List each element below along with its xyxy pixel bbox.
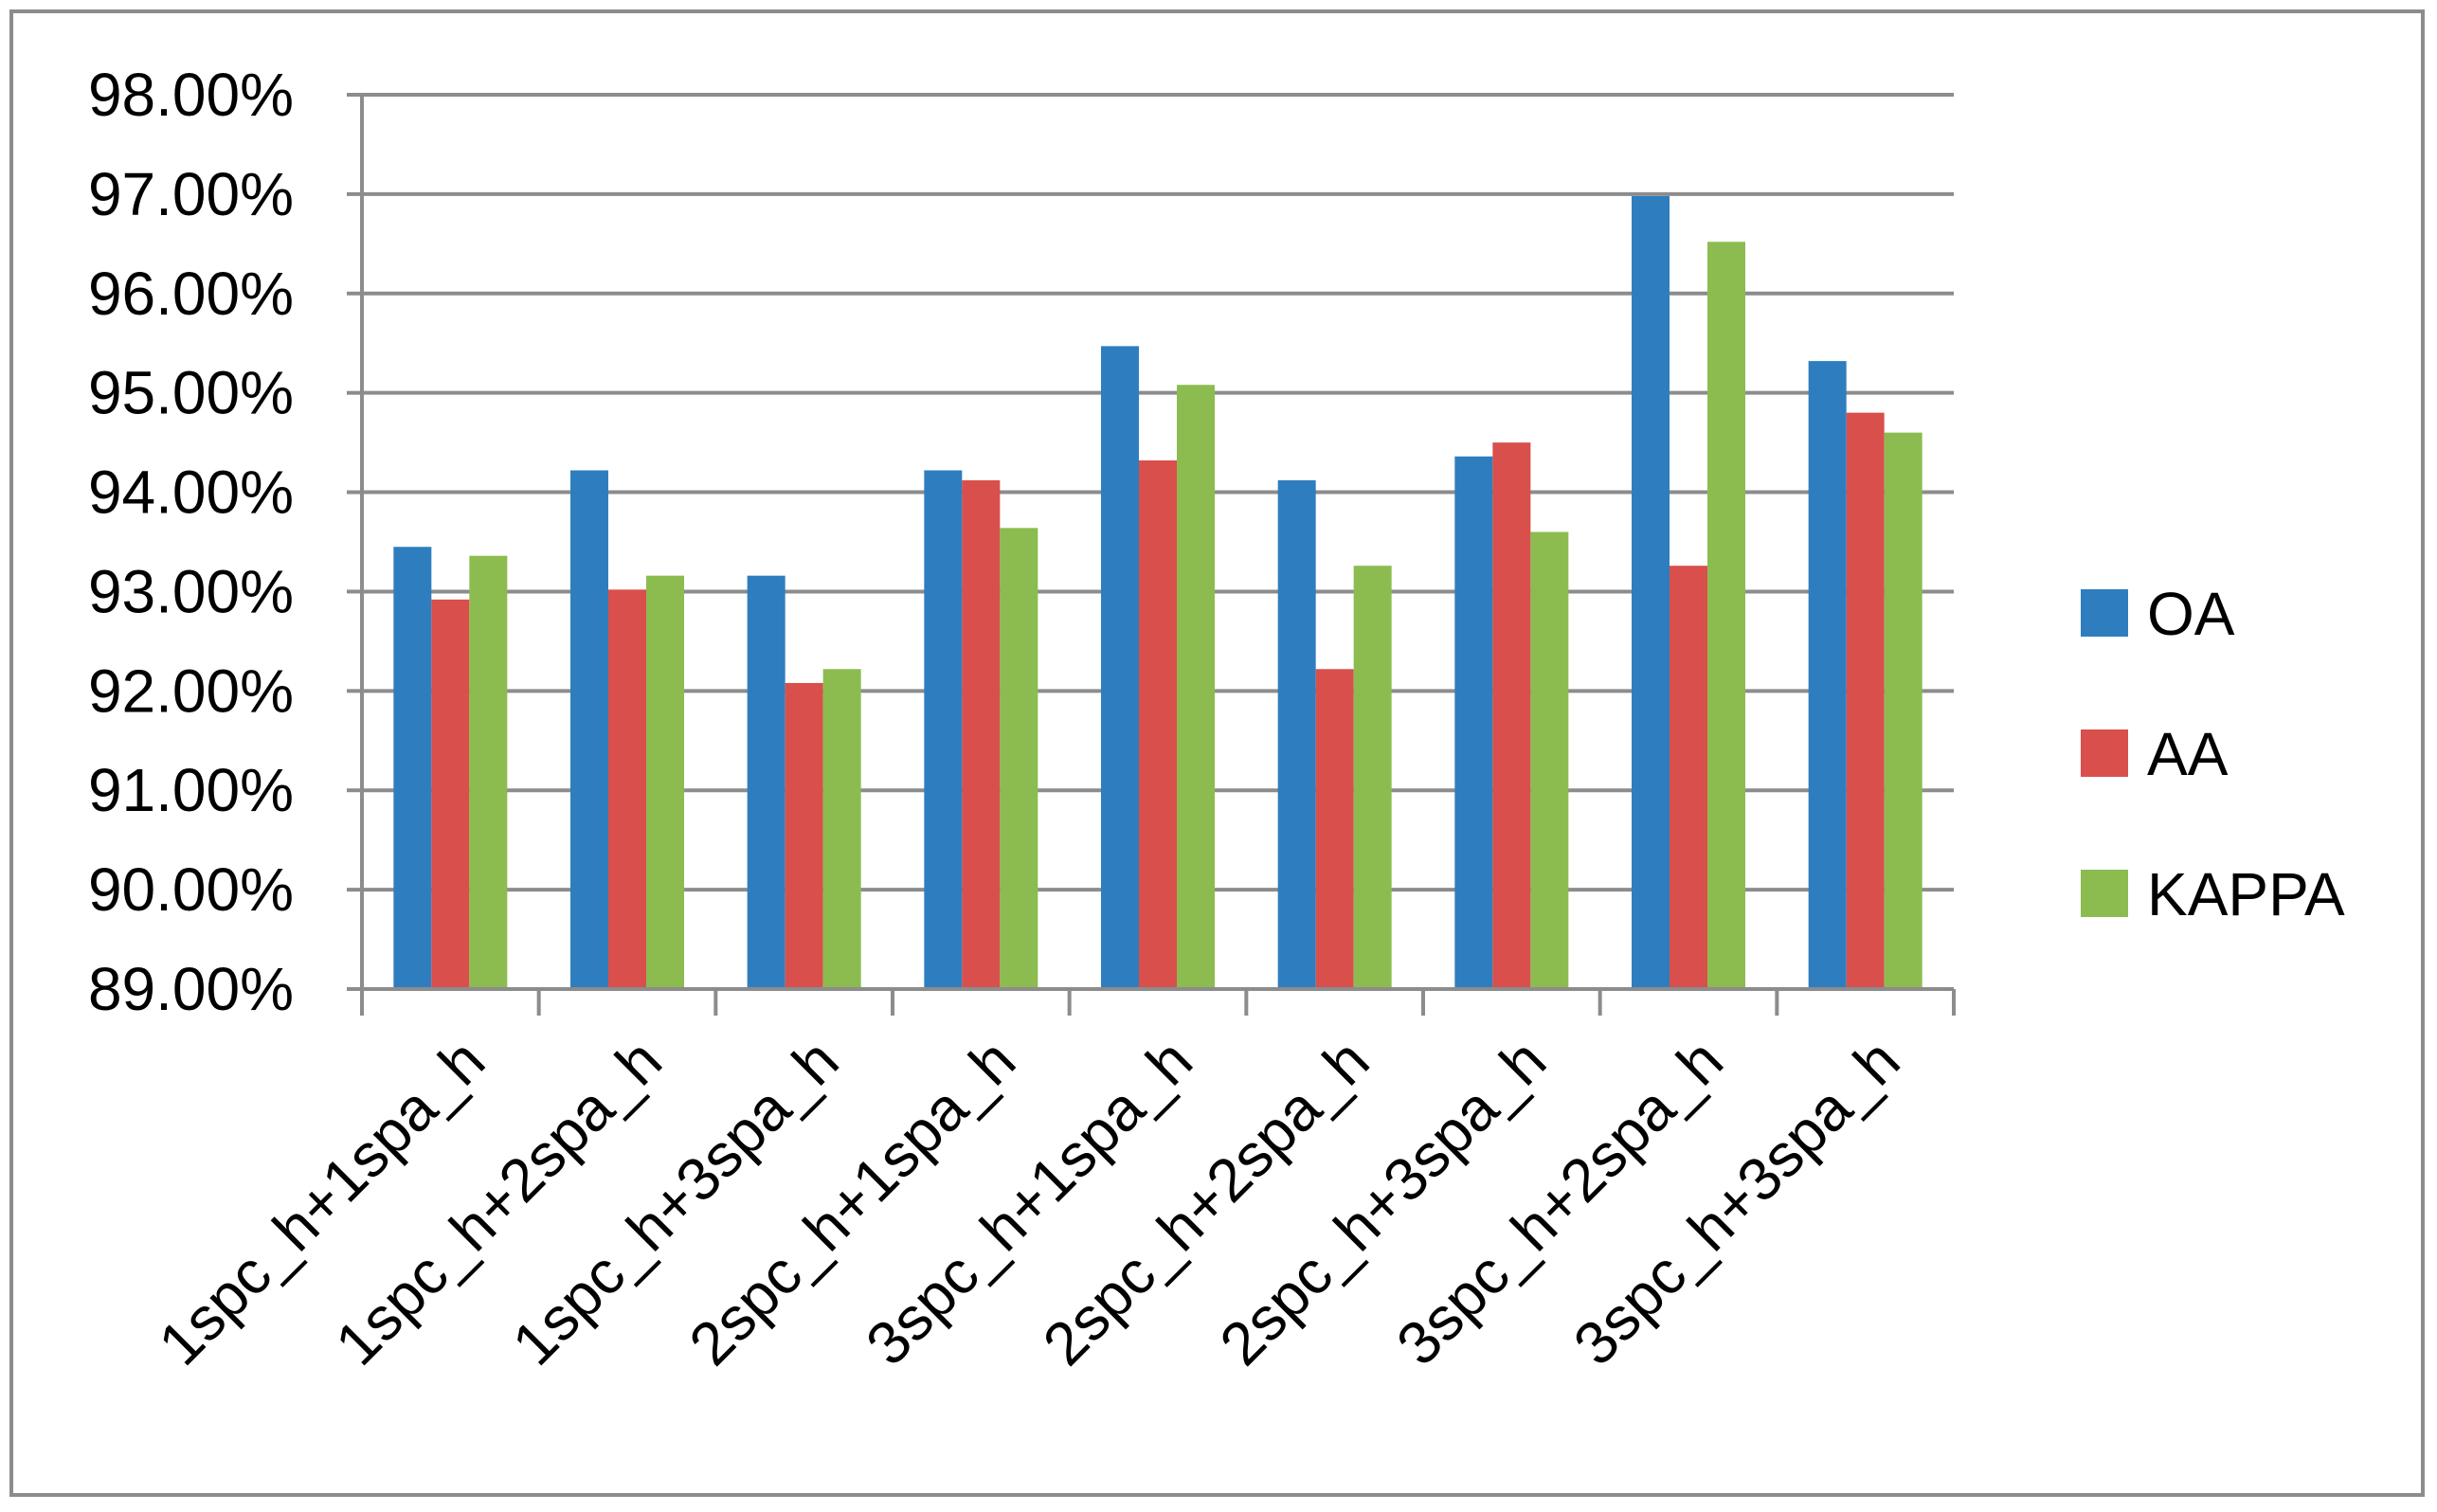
bar-oa (570, 470, 608, 990)
bar-aa (1139, 459, 1177, 990)
legend-swatch (2081, 729, 2128, 777)
bar-aa (1670, 566, 1707, 989)
y-tick-label: 96.00% (88, 260, 294, 328)
y-tick-label: 91.00% (88, 756, 294, 824)
legend-swatch (2081, 870, 2128, 917)
y-tick-label: 97.00% (88, 160, 294, 228)
bar-oa (924, 470, 963, 990)
bar-oa (1101, 346, 1139, 989)
bar-kappa (1707, 242, 1745, 990)
legend-label: OA (2147, 580, 2235, 648)
x-category-label: 1spc_h+3spa_h (499, 1026, 852, 1378)
x-category-label: 2spc_h+1spa_h (676, 1026, 1028, 1378)
legend-label: KAPPA (2147, 860, 2345, 928)
bar-aa (962, 479, 1001, 990)
y-tick-label: 95.00% (88, 359, 294, 427)
bar-oa (1454, 456, 1493, 990)
bar-aa (1492, 442, 1531, 990)
axes (347, 93, 1956, 1016)
bar-aa (785, 682, 823, 989)
y-tick-labels: 89.00% 90.00% 91.00% 92.00% 93.00% 94.00% 95.0… (88, 61, 294, 1023)
x-category-label: 3spc_h+2spa_h (1383, 1026, 1736, 1378)
y-tick-label: 92.00% (88, 657, 294, 725)
bar-aa (431, 599, 470, 989)
x-category-label: 1spc_h+2spa_h (322, 1026, 675, 1378)
bars (393, 195, 1923, 990)
y-tick-label: 94.00% (88, 459, 294, 527)
x-category-label: 3spc_h+3spa_h (1561, 1026, 1913, 1378)
x-category-label: 1spc_h+1spa_h (145, 1026, 497, 1378)
bar-kappa (822, 669, 861, 989)
bar-oa (1808, 361, 1847, 989)
bar-kappa (1000, 528, 1038, 989)
bar-oa (1277, 479, 1316, 990)
x-category-label: 2spc_h+2spa_h (1030, 1026, 1382, 1378)
bar-kappa (469, 555, 508, 989)
bar-kappa (1177, 385, 1215, 990)
bar-oa (393, 547, 432, 989)
bar-oa (747, 575, 785, 989)
y-tick-label: 90.00% (88, 855, 294, 924)
x-category-label: 2spc_h+3spa_h (1206, 1026, 1559, 1378)
legend-label: AA (2147, 720, 2229, 788)
bar-oa (1632, 195, 1670, 989)
x-category-label: 3spc_h+1spa_h (853, 1026, 1205, 1378)
bar-aa (1315, 669, 1354, 989)
bar-kappa (646, 575, 684, 989)
y-tick-label: 89.00% (88, 955, 294, 1023)
bar-kappa (1884, 432, 1923, 990)
y-tick-label: 98.00% (88, 61, 294, 129)
bar-kappa (1530, 531, 1569, 989)
legend: OA AA KAPPA (2081, 580, 2345, 928)
bar-aa (608, 589, 646, 989)
bar-kappa (1353, 566, 1392, 989)
x-category-labels: 1spc_h+1spa_h1spc_h+2spa_h1spc_h+3spa_h2… (145, 1026, 1912, 1378)
y-tick-label: 93.00% (88, 557, 294, 625)
bar-aa (1846, 412, 1885, 990)
legend-swatch (2081, 589, 2128, 637)
